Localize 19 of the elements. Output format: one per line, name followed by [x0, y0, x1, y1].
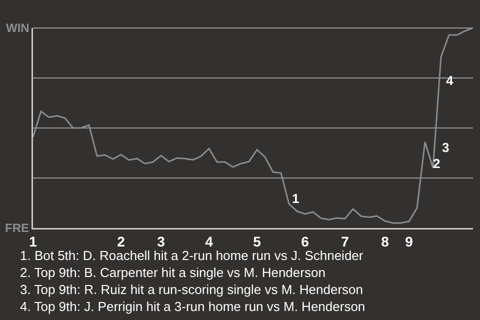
- annotation: 1: [292, 191, 300, 206]
- x-tick-label: 1: [29, 233, 38, 250]
- text: 1. Bot 5th: D. Roachell hit a 2-run home run vs J. Schneider: [20, 248, 364, 263]
- text: 2. Top 9th: B. Carpenter hit a single vs M. Henderson: [20, 265, 326, 280]
- x-tick-label: 9: [405, 233, 414, 250]
- text: 3. Top 9th: R. Ruiz hit a run-scoring single vs M. Henderson: [20, 282, 363, 297]
- x-tick-label: 7: [341, 233, 350, 250]
- annotation: 2: [433, 156, 440, 171]
- x-tick-label: 5: [253, 233, 262, 250]
- x-tick-label: 8: [381, 233, 390, 250]
- annotation: 4: [446, 73, 454, 88]
- text: 4. Top 9th: J. Perrigin hit a 3-run home run vs M. Henderson: [20, 299, 366, 314]
- x-tick-label: 4: [205, 233, 214, 250]
- text: WIN: [6, 21, 30, 35]
- text: FRE: [5, 221, 29, 235]
- x-tick-label: 6: [301, 233, 310, 250]
- x-tick-label: 3: [157, 233, 166, 250]
- x-tick-label: 2: [117, 233, 126, 250]
- annotation: 3: [442, 140, 450, 155]
